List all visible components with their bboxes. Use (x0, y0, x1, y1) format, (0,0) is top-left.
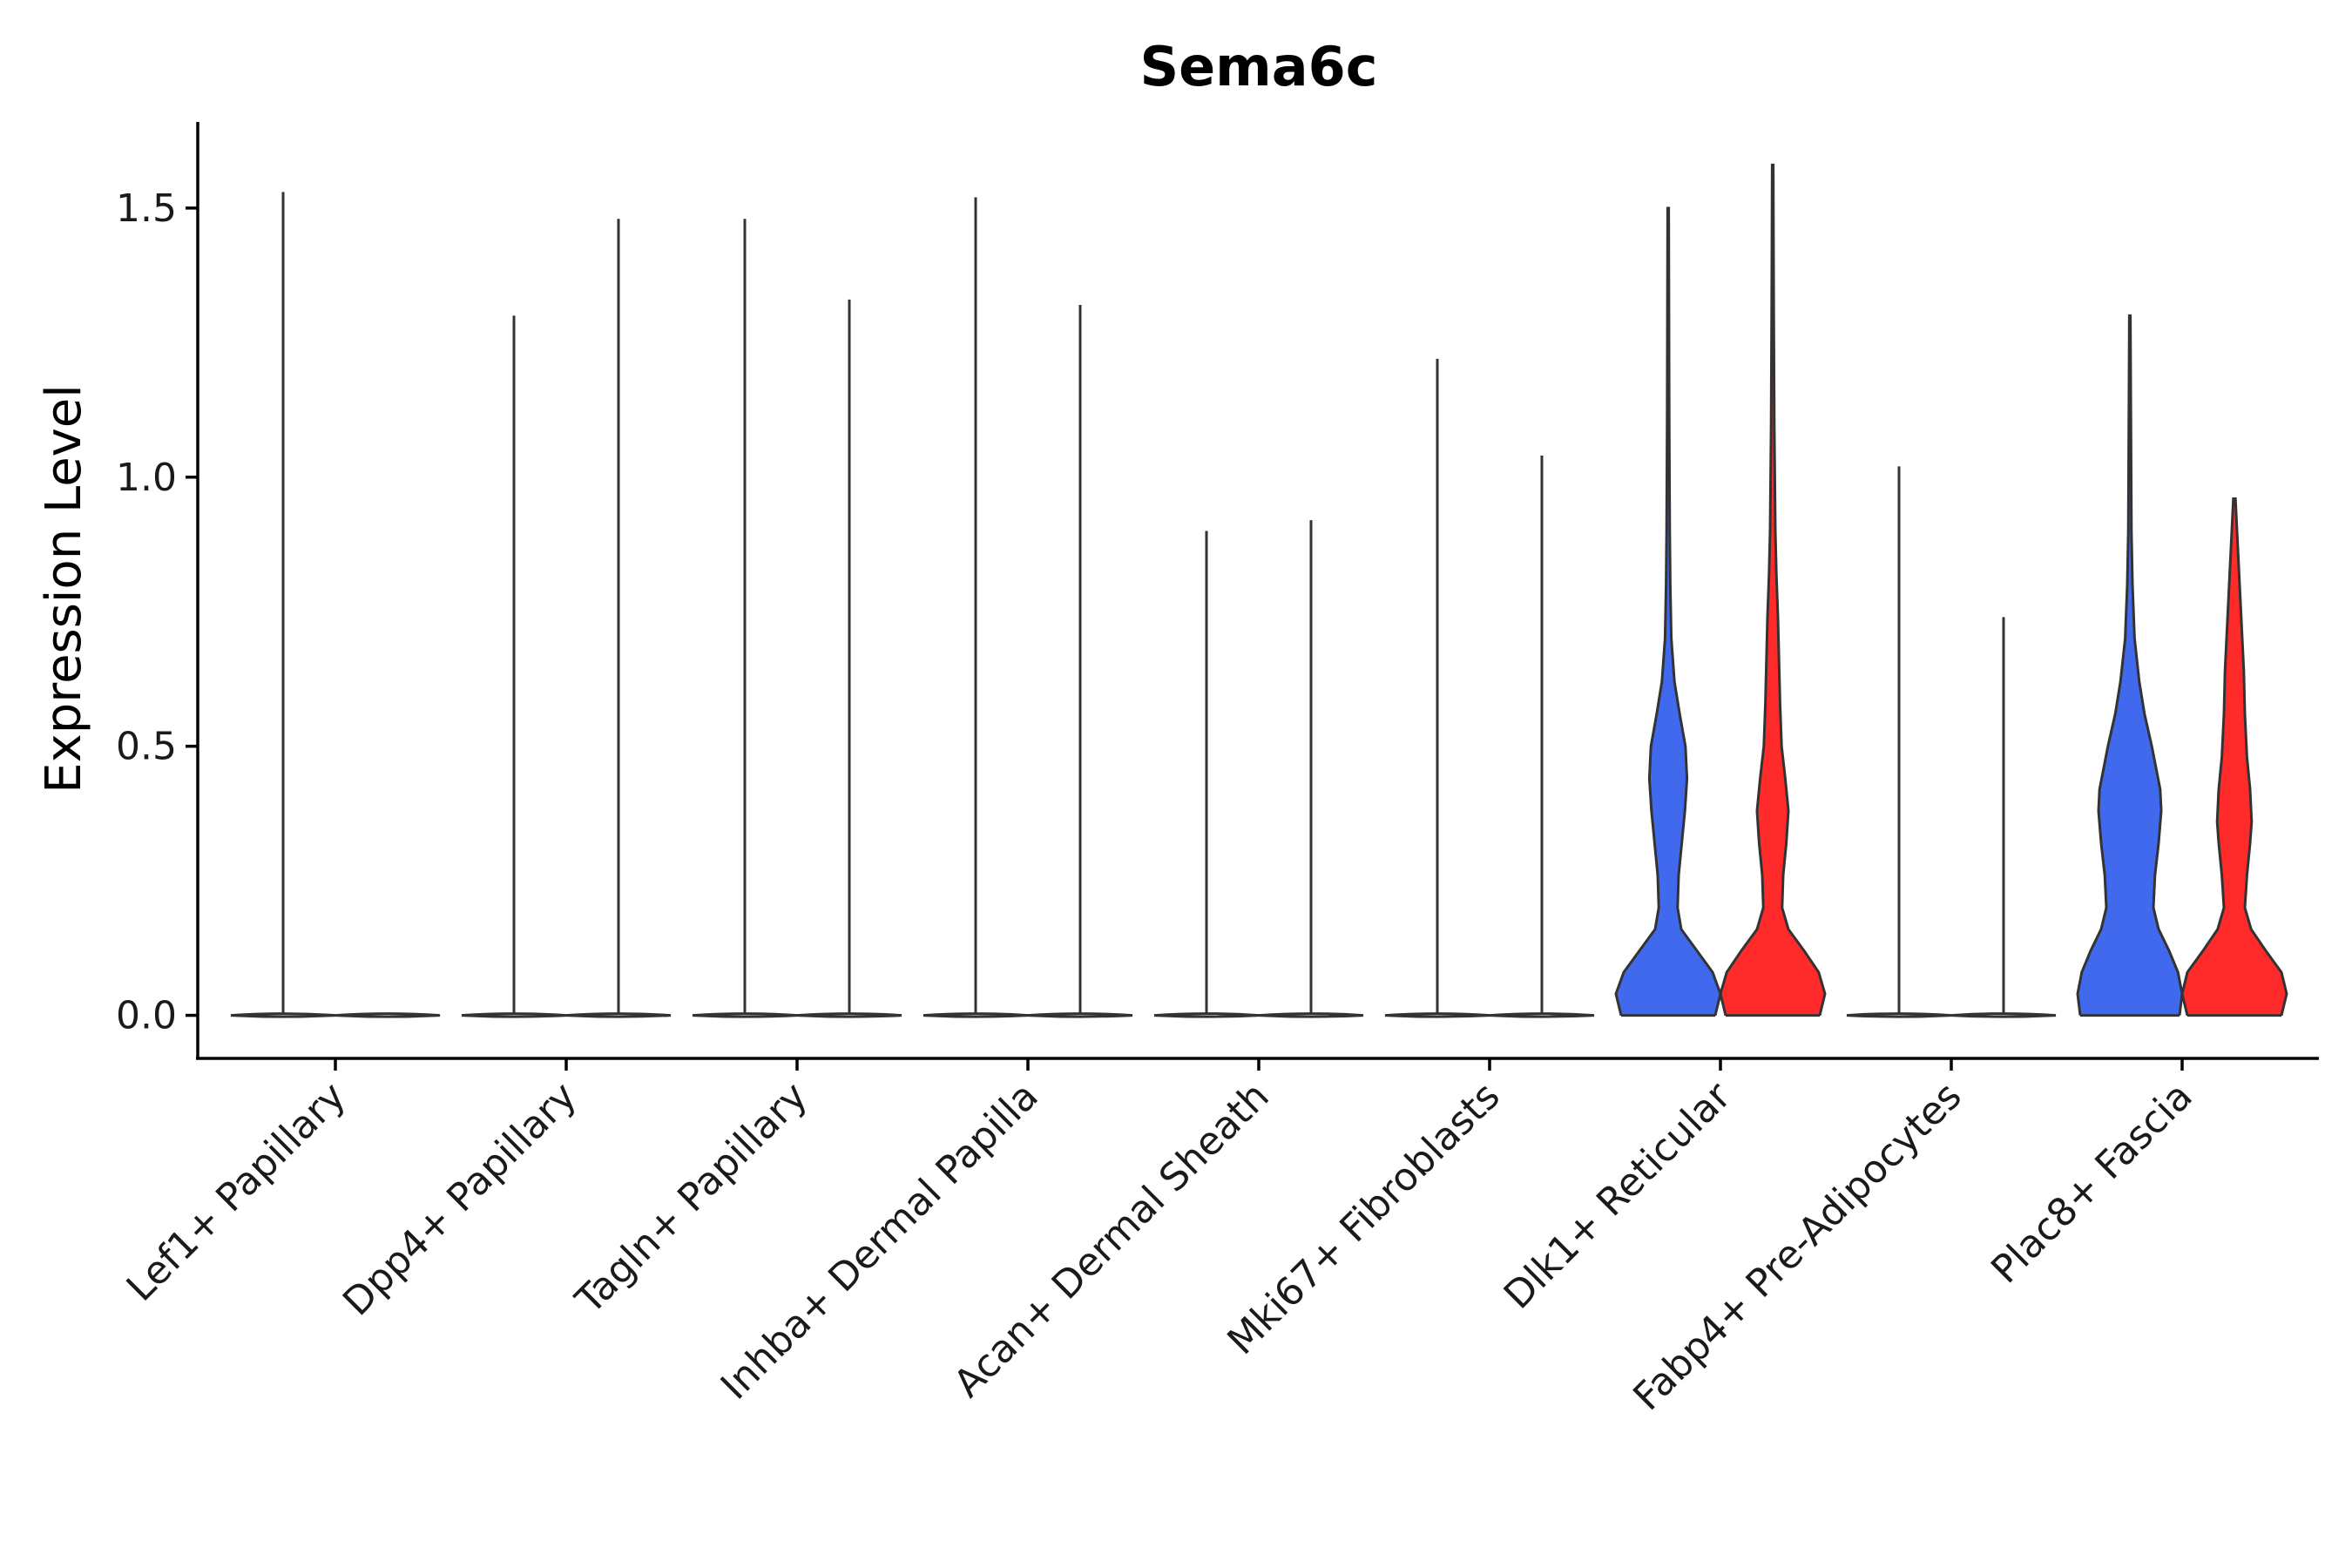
x-tick-label: Lef1+ Papillary (118, 1074, 355, 1310)
violin (1489, 1012, 1595, 1018)
chart-title: Sema6c (1139, 35, 1377, 98)
violin (1258, 1012, 1364, 1018)
violin (335, 1012, 441, 1018)
violin (2076, 314, 2184, 1017)
violin (1384, 1012, 1490, 1018)
violin (565, 1012, 672, 1018)
y-ticks: 0.0 0.5 1.0 1.5 (116, 186, 198, 1038)
violin (1027, 1012, 1133, 1018)
y-tick-label: 1.5 (116, 186, 177, 231)
y-tick-label: 0.5 (116, 725, 177, 769)
x-tick-label: Tagln+ Papillary (567, 1074, 816, 1323)
y-tick-label: 0.0 (116, 994, 177, 1038)
violin (923, 1012, 1029, 1018)
x-tick-label: Dlk1+ Reticular (1496, 1073, 1740, 1318)
violin (1950, 1012, 2057, 1018)
y-tick-label: 1.0 (116, 456, 177, 500)
violins-layer (230, 163, 2288, 1018)
violin (1614, 206, 1722, 1017)
violin (796, 1012, 902, 1018)
x-tick-label: Plac8+ Fascia (1983, 1074, 2201, 1293)
x-tick-label: Dpp4+ Papillary (335, 1074, 585, 1325)
violin (1719, 163, 1827, 1017)
y-axis-label: Expression Level (36, 384, 92, 794)
violin (230, 1012, 336, 1018)
violin (2180, 497, 2288, 1017)
violin (461, 1012, 567, 1018)
violin (1846, 1012, 1952, 1018)
violin (692, 1012, 798, 1018)
violin (1153, 1012, 1260, 1018)
